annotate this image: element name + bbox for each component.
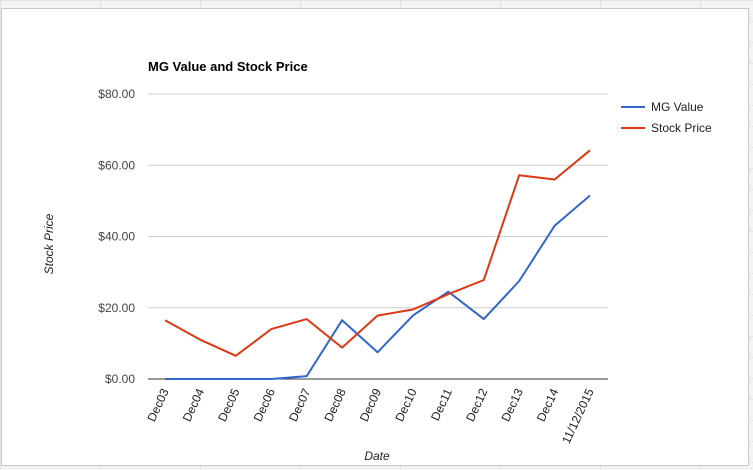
gridlines [148, 93, 608, 309]
y-tick-label: $0.00 [105, 372, 135, 386]
x-tick-label: Dec03 [144, 386, 171, 424]
line-chart: MG Value and Stock Price $0.00 $20.00 $40.… [42, 59, 712, 463]
x-tick-label: 11/12/2015 [559, 386, 597, 446]
series-line-stock-price [164, 149, 591, 357]
chart-container[interactable]: MG Value and Stock Price $0.00 $20.00 $40.… [1, 8, 749, 466]
series-line-mg-value [165, 194, 591, 380]
y-tick-label: $80.00 [98, 87, 135, 101]
y-axis-ticks: $0.00 $20.00 $40.00 $60.00 $80.00 [98, 87, 135, 386]
legend-label: MG Value [651, 100, 704, 114]
x-tick-label: Dec09 [357, 386, 384, 424]
x-tick-label: Dec10 [392, 386, 419, 424]
x-tick-label: Dec14 [534, 386, 561, 424]
legend-label: Stock Price [651, 121, 712, 135]
x-tick-label: Dec05 [215, 386, 242, 424]
x-axis-label: Date [364, 449, 390, 463]
y-tick-label: $40.00 [98, 230, 135, 244]
x-axis-ticks: Dec03 Dec04 Dec05 Dec06 Dec07 Dec08 Dec09 Dec10… [144, 386, 596, 446]
y-tick-label: $20.00 [98, 301, 135, 315]
x-tick-label: Dec04 [180, 386, 207, 424]
x-tick-label: Dec07 [286, 386, 313, 424]
x-tick-label: Dec12 [463, 386, 490, 424]
x-tick-label: Dec06 [251, 386, 278, 424]
legend: MG Value Stock Price [621, 100, 712, 135]
x-tick-label: Dec11 [428, 386, 455, 423]
y-axis-label: Stock Price [42, 213, 56, 274]
chart-title: MG Value and Stock Price [148, 59, 308, 74]
x-tick-label: Dec13 [499, 386, 526, 424]
series-lines [164, 149, 591, 380]
y-tick-label: $60.00 [98, 158, 135, 172]
x-tick-label: Dec08 [321, 386, 348, 424]
